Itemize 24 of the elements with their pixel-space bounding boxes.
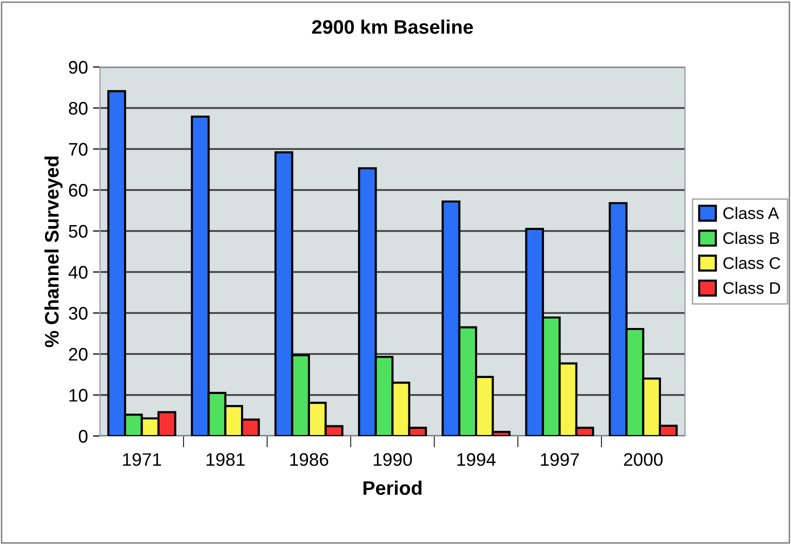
y-tick-label: 80 <box>68 102 88 115</box>
x-tick-label: 1986 <box>290 453 328 466</box>
x-tick-label: 2000 <box>624 453 663 466</box>
x-tick-label: 1971 <box>123 453 161 466</box>
y-axis-title: % Channel Surveyed <box>44 156 63 348</box>
y-tick-label: 60 <box>69 184 88 197</box>
x-tick-label: 1994 <box>457 453 496 466</box>
x-tick-label: 1997 <box>540 453 579 466</box>
chart-title: 2900 km Baseline <box>312 20 473 34</box>
x-tick-label: 1990 <box>374 453 412 466</box>
y-tick-label: 70 <box>69 142 88 156</box>
y-tick-label: 90 <box>68 60 88 74</box>
x-axis-title: Period <box>364 480 422 495</box>
y-tick-label: 10 <box>69 388 88 402</box>
legend-label: Class A <box>723 206 779 220</box>
y-tick-label: 50 <box>68 224 88 238</box>
y-tick-label: 20 <box>69 348 88 361</box>
y-tick-label: 40 <box>68 266 88 279</box>
legend-label: Class D <box>723 282 780 294</box>
legend-label: Class B <box>723 232 780 244</box>
y-tick-label: 30 <box>68 306 88 320</box>
legend-label: Class C <box>723 256 780 269</box>
x-tick-label: 1981 <box>206 453 245 466</box>
y-tick-label: 0 <box>78 430 88 443</box>
